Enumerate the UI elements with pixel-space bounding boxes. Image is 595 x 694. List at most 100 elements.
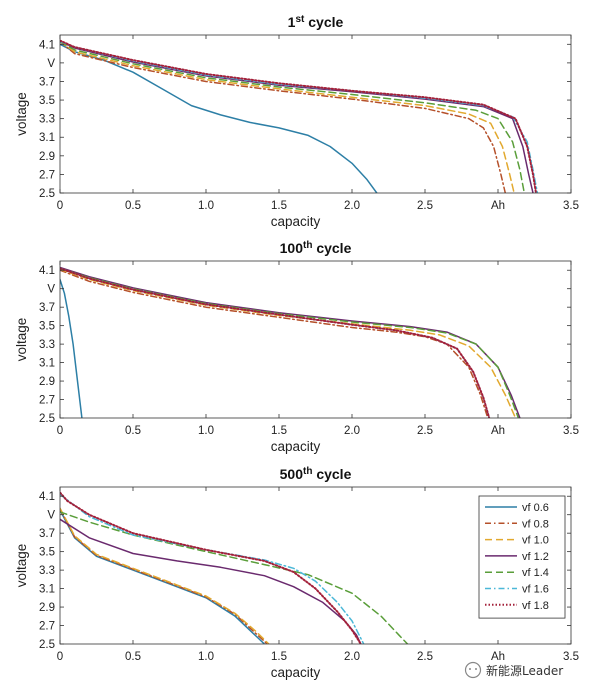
- x-tick-label: 0: [57, 200, 63, 212]
- y-tick-label: 3.7: [39, 302, 55, 314]
- wechat-icon-eye-right: [475, 668, 477, 670]
- watermark: 新能源Leader: [464, 661, 563, 679]
- x-axis-label: capacity: [271, 439, 321, 454]
- x-tick-label: 0.5: [125, 651, 141, 663]
- series-line-vf-0_8: [60, 269, 489, 418]
- legend-label: vf 1.4: [522, 567, 549, 579]
- y-axis-label: voltage: [14, 544, 29, 588]
- x-tick-label: 1.5: [271, 200, 287, 212]
- y-tick-label: 2.9: [39, 151, 55, 163]
- y-tick-label: V: [47, 58, 55, 70]
- y-tick-label: 3.3: [39, 114, 55, 126]
- x-axis-label: capacity: [271, 665, 321, 680]
- legend-label: vf 0.8: [522, 518, 549, 530]
- series-line-vf-0_6: [60, 43, 378, 193]
- x-tick-label: 2.5: [417, 200, 433, 212]
- x-tick-label: 0: [57, 651, 63, 663]
- legend-label: vf 1.2: [522, 551, 549, 563]
- series-line-vf-1_0: [60, 507, 270, 644]
- y-tick-label: 2.7: [39, 621, 55, 633]
- y-tick-label: 3.1: [39, 584, 55, 596]
- series-line-vf-1_0: [60, 40, 515, 193]
- x-tick-label: 1.0: [198, 200, 214, 212]
- series-line-vf-0_8: [60, 508, 269, 644]
- series-line-vf-1_4: [60, 40, 526, 193]
- y-tick-label: 3.3: [39, 339, 55, 351]
- chart-title: 1st cycle: [288, 14, 344, 30]
- wechat-icon: [464, 661, 482, 679]
- x-tick-label: 3.5: [563, 200, 579, 212]
- series-line-vf-0_8: [60, 40, 507, 193]
- chart-title-rest: cycle: [304, 14, 343, 30]
- y-tick-label: 3.5: [39, 547, 55, 559]
- x-tick-label: 2.0: [344, 200, 360, 212]
- x-tick-label: 2.5: [417, 425, 433, 437]
- legend-label: vf 0.6: [522, 502, 549, 514]
- y-tick-label: 2.9: [39, 376, 55, 388]
- x-tick-label: 1.5: [271, 425, 287, 437]
- series-line-vf-1_2: [60, 40, 534, 193]
- y-tick-label: 3.7: [39, 76, 55, 88]
- series-line-vf-0_6: [60, 278, 83, 418]
- x-tick-label: 3.5: [563, 651, 579, 663]
- x-axis-label: capacity: [271, 214, 321, 229]
- y-tick-label: 3.7: [39, 528, 55, 540]
- y-tick-label: 3.3: [39, 565, 55, 577]
- y-axis-label: voltage: [14, 318, 29, 362]
- y-tick-label: 4.1: [39, 491, 55, 503]
- legend-label: vf 1.6: [522, 584, 549, 596]
- y-tick-label: 4.1: [39, 265, 55, 277]
- legend-box: [478, 495, 566, 619]
- chart-title-number: 1: [288, 14, 296, 30]
- watermark-text: 新能源Leader: [486, 663, 563, 678]
- series-line-vf-1_8: [60, 39, 537, 193]
- series-line-vf-1_8: [60, 267, 491, 418]
- y-tick-label: 2.5: [39, 413, 55, 425]
- chart-title-superscript: st: [295, 14, 305, 25]
- y-tick-label: 4.1: [39, 39, 55, 51]
- y-tick-label: 3.5: [39, 321, 55, 333]
- chart-title-rest: cycle: [312, 240, 351, 256]
- plot-frame: [59, 34, 572, 194]
- x-tick-label: Ah: [491, 425, 505, 437]
- x-tick-label: 1.0: [198, 425, 214, 437]
- plot-frame: [59, 260, 572, 419]
- wechat-icon-eye-left: [469, 668, 471, 670]
- chart-title: 500th cycle: [280, 466, 352, 482]
- plot-frame: [59, 486, 572, 645]
- chart-title-superscript: th: [303, 240, 312, 251]
- chart-title-number: 500: [280, 466, 304, 482]
- series-line-vf-1_2: [60, 266, 521, 418]
- x-tick-label: 2.5: [417, 651, 433, 663]
- x-tick-label: 2.0: [344, 651, 360, 663]
- x-tick-label: 3.5: [563, 425, 579, 437]
- chart-title-rest: cycle: [312, 466, 351, 482]
- y-tick-label: 2.9: [39, 602, 55, 614]
- y-tick-label: V: [47, 510, 55, 522]
- y-tick-label: 3.1: [39, 132, 55, 144]
- y-tick-label: 2.5: [39, 188, 55, 200]
- series-line-vf-1_4: [60, 511, 409, 644]
- y-tick-label: 2.5: [39, 639, 55, 651]
- chart-title: 100th cycle: [280, 240, 352, 256]
- x-tick-label: 1.0: [198, 651, 214, 663]
- x-tick-label: 2.0: [344, 425, 360, 437]
- y-tick-label: 3.1: [39, 358, 55, 370]
- series-line-vf-1_6: [60, 493, 365, 644]
- x-tick-label: 0.5: [125, 425, 141, 437]
- x-tick-label: 1.5: [271, 651, 287, 663]
- y-tick-label: 2.7: [39, 395, 55, 407]
- chart-title-number: 100: [280, 240, 304, 256]
- legend-label: vf 1.0: [522, 535, 549, 547]
- x-tick-label: 0.5: [125, 200, 141, 212]
- series-line-vf-1_8: [60, 491, 362, 644]
- series-line-vf-1_0: [60, 268, 517, 418]
- legend: vf 0.6 vf 0.8 vf 1.0 vf 1.2 vf 1.4 vf 1.6 vf 1…: [478, 495, 566, 619]
- y-tick-label: V: [47, 284, 55, 296]
- y-axis-label: voltage: [14, 92, 29, 136]
- x-tick-label: Ah: [491, 200, 505, 212]
- x-tick-label: 0: [57, 425, 63, 437]
